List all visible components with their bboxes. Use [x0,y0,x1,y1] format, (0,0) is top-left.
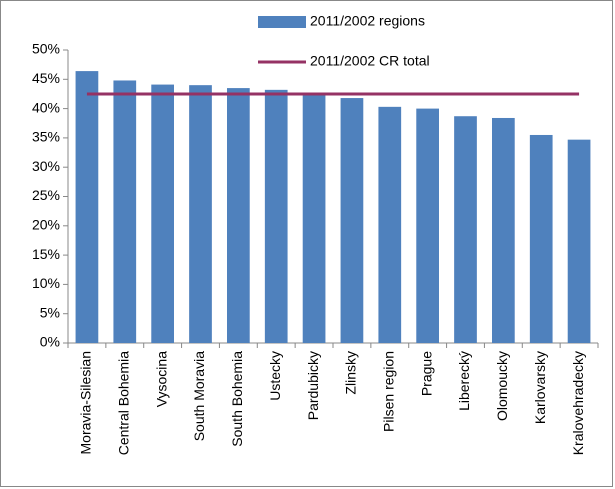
x-tick-label: Liberecký [456,351,472,411]
legend-swatch [258,16,306,28]
y-tick-label: 40% [32,99,60,115]
x-tick-label: Moravia-Silesian [78,351,94,454]
x-tick-label: Ustecky [267,351,283,401]
x-tick-label: Vysocina [153,351,169,408]
bar [189,85,212,343]
bar [340,98,364,343]
bar [492,117,515,343]
bar [416,108,439,343]
y-tick-label: 0% [40,334,60,350]
x-tick-label: Prague [418,351,434,396]
bar [378,106,402,343]
y-tick-label: 10% [32,275,60,291]
x-tick-label: Kralovehradecky [570,351,586,455]
bar [151,84,174,343]
bar [75,71,99,343]
bar [302,92,326,343]
x-tick-label: South Moravia [191,351,207,441]
bar [113,80,137,344]
y-tick-label: 50% [32,41,60,57]
bar [567,139,591,343]
y-tick-label: 30% [32,158,60,174]
x-tick-label: Karlovarsky [532,351,548,424]
x-tick-label: South Bohemia [229,351,245,447]
x-tick-label: Pardubicky [305,351,321,420]
x-tick-label: Zlinsky [343,351,359,395]
y-tick-label: 35% [32,129,60,145]
bar [264,89,288,344]
x-tick-label: Olomoucky [494,351,510,421]
bar [529,134,553,343]
x-tick-label: Central Bohemia [115,351,131,455]
y-tick-label: 20% [32,217,60,233]
y-tick-label: 15% [32,246,60,262]
bar [227,88,250,343]
y-tick-label: 5% [40,304,60,320]
y-tick-label: 45% [32,70,60,86]
bar [454,116,477,343]
legend-label: 2011/2002 CR total [310,53,430,69]
x-tick-label: Pilsen region [380,351,396,432]
legend-label: 2011/2002 regions [310,13,425,29]
y-tick-label: 25% [32,187,60,203]
